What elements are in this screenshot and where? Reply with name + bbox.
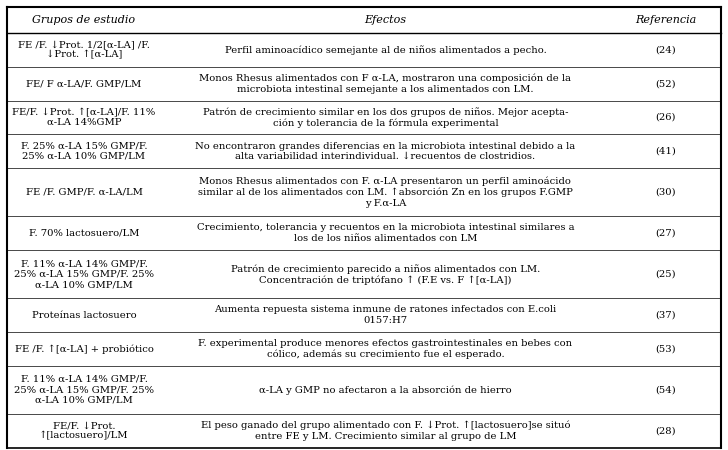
Text: α-LA y GMP no afectaron a la absorción de hierro: α-LA y GMP no afectaron a la absorción d… bbox=[259, 385, 512, 395]
Text: El peso ganado del grupo alimentado con F. ↓Prot. ↑[lactosuero]se situó
entre FE: El peso ganado del grupo alimentado con … bbox=[201, 421, 570, 441]
Text: (53): (53) bbox=[655, 344, 676, 353]
Text: No encontraron grandes diferencias en la microbiota intestinal debido a la
alta : No encontraron grandes diferencias en la… bbox=[195, 142, 576, 161]
Text: Referencia: Referencia bbox=[635, 15, 696, 25]
Text: F. 11% α-LA 14% GMP/F.
25% α-LA 15% GMP/F. 25%
α-LA 10% GMP/LM: F. 11% α-LA 14% GMP/F. 25% α-LA 15% GMP/… bbox=[14, 375, 154, 405]
Text: Crecimiento, tolerancia y recuentos en la microbiota intestinal similares a
los : Crecimiento, tolerancia y recuentos en l… bbox=[197, 224, 574, 243]
Text: FE /F. ↓Prot. 1/2[α-LA] /F.
↓Prot. ↑[α-LA]: FE /F. ↓Prot. 1/2[α-LA] /F. ↓Prot. ↑[α-L… bbox=[18, 40, 150, 59]
Text: (27): (27) bbox=[655, 229, 676, 238]
Text: F. 25% α-LA 15% GMP/F.
25% α-LA 10% GMP/LM: F. 25% α-LA 15% GMP/F. 25% α-LA 10% GMP/… bbox=[20, 142, 147, 161]
Text: F. 11% α-LA 14% GMP/F.
25% α-LA 15% GMP/F. 25%
α-LA 10% GMP/LM: F. 11% α-LA 14% GMP/F. 25% α-LA 15% GMP/… bbox=[14, 259, 154, 289]
Text: (54): (54) bbox=[655, 385, 676, 394]
Text: (25): (25) bbox=[655, 270, 676, 279]
Text: Efectos: Efectos bbox=[364, 15, 406, 25]
Text: FE /F. ↑[α-LA] + probiótico: FE /F. ↑[α-LA] + probiótico bbox=[15, 344, 154, 354]
Text: Patrón de crecimiento similar en los dos grupos de niños. Mejor acepta-
ción y t: Patrón de crecimiento similar en los dos… bbox=[202, 107, 568, 128]
Text: Grupos de estudio: Grupos de estudio bbox=[33, 15, 135, 25]
Text: Perfil aminoacídico semejante al de niños alimentados a pecho.: Perfil aminoacídico semejante al de niño… bbox=[224, 45, 546, 54]
Text: (24): (24) bbox=[655, 45, 676, 54]
Text: Proteínas lactosuero: Proteínas lactosuero bbox=[31, 310, 136, 320]
Text: (52): (52) bbox=[655, 79, 676, 88]
Text: FE/ F α-LA/F. GMP/LM: FE/ F α-LA/F. GMP/LM bbox=[26, 79, 142, 88]
Text: F. 70% lactosuero/LM: F. 70% lactosuero/LM bbox=[29, 229, 139, 238]
Text: FE /F. GMP/F. α-LA/LM: FE /F. GMP/F. α-LA/LM bbox=[25, 188, 143, 197]
Text: FE/F. ↓Prot. ↑[α-LA]/F. 11%
α-LA 14%GMP: FE/F. ↓Prot. ↑[α-LA]/F. 11% α-LA 14%GMP bbox=[12, 108, 156, 127]
Text: (30): (30) bbox=[655, 188, 676, 197]
Text: F. experimental produce menores efectos gastrointestinales en bebes con
cólico, : F. experimental produce menores efectos … bbox=[198, 339, 572, 359]
Text: Aumenta repuesta sistema inmune de ratones infectados con E.coli
0157:H7: Aumenta repuesta sistema inmune de raton… bbox=[214, 306, 556, 325]
Text: Monos Rhesus alimentados con F α-LA, mostraron una composición de la
microbiota : Monos Rhesus alimentados con F α-LA, mos… bbox=[199, 74, 571, 94]
Text: (41): (41) bbox=[655, 147, 676, 156]
Text: (37): (37) bbox=[655, 310, 676, 320]
Text: (28): (28) bbox=[655, 426, 676, 435]
Text: FE/F. ↓Prot.
↑[lactosuero]/LM: FE/F. ↓Prot. ↑[lactosuero]/LM bbox=[39, 421, 129, 441]
Text: Monos Rhesus alimentados con F. α-LA presentaron un perfil aminoácido
similar al: Monos Rhesus alimentados con F. α-LA pre… bbox=[198, 177, 573, 208]
Text: Patrón de crecimiento parecido a niños alimentados con LM.
Concentración de trip: Patrón de crecimiento parecido a niños a… bbox=[231, 264, 540, 284]
Text: (26): (26) bbox=[655, 113, 676, 122]
